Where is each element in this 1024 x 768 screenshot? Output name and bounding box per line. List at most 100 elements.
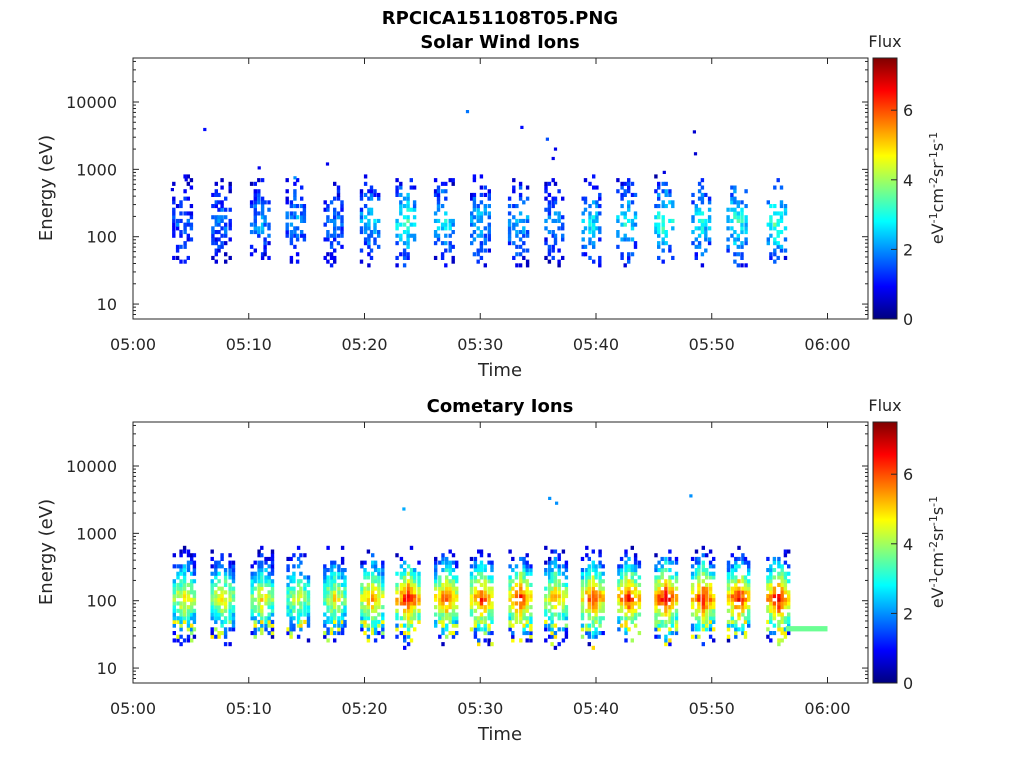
heatmap-cell bbox=[588, 226, 592, 231]
heatmap-cell bbox=[598, 575, 602, 580]
heatmap-cell bbox=[766, 586, 770, 591]
heatmap-cell bbox=[553, 645, 558, 650]
heatmap-cell bbox=[585, 586, 589, 591]
heatmap-cell bbox=[580, 605, 585, 610]
heatmap-cell bbox=[490, 619, 494, 624]
heatmap-cell bbox=[260, 255, 265, 260]
heatmap-cell bbox=[340, 556, 345, 561]
heatmap-cell bbox=[228, 560, 232, 565]
heatmap-cell bbox=[726, 575, 731, 580]
heatmap-cell bbox=[190, 601, 194, 606]
heatmap-cell bbox=[253, 575, 257, 580]
heatmap-cell bbox=[182, 579, 187, 584]
heatmap-cell bbox=[557, 612, 561, 617]
heatmap-cell bbox=[776, 244, 780, 249]
heatmap-cell bbox=[654, 608, 658, 613]
heatmap-cell bbox=[403, 571, 407, 576]
heatmap-cell bbox=[697, 616, 701, 621]
heatmap-cell bbox=[409, 233, 413, 238]
heatmap-cell bbox=[192, 627, 197, 632]
heatmap-cell bbox=[780, 586, 784, 591]
heatmap-cell bbox=[289, 237, 294, 242]
heatmap-cell bbox=[581, 211, 585, 216]
heatmap-cell bbox=[490, 616, 494, 621]
heatmap-cell bbox=[627, 594, 631, 599]
heatmap-cell bbox=[476, 252, 480, 257]
heatmap-cell bbox=[436, 207, 441, 212]
heatmap-cell bbox=[451, 178, 455, 183]
heatmap-cell bbox=[363, 222, 368, 227]
heatmap-cell bbox=[296, 634, 301, 639]
heatmap-cell bbox=[444, 248, 448, 253]
heatmap-cell bbox=[373, 605, 378, 610]
heatmap-cell bbox=[249, 222, 254, 227]
heatmap-cell bbox=[326, 605, 330, 610]
heatmap-cell bbox=[403, 645, 407, 650]
heatmap-cell bbox=[448, 594, 452, 599]
heatmap-cell bbox=[769, 590, 773, 595]
heatmap-cell bbox=[617, 571, 621, 576]
heatmap-cell bbox=[403, 560, 407, 565]
heatmap-cell bbox=[231, 571, 236, 576]
heatmap-cell bbox=[296, 623, 301, 628]
heatmap-cell bbox=[441, 631, 445, 636]
heatmap-cell bbox=[371, 579, 375, 584]
heatmap-cell bbox=[186, 568, 191, 573]
heatmap-cell bbox=[299, 619, 303, 624]
heatmap-cell bbox=[787, 601, 791, 606]
heatmap-cell bbox=[580, 608, 585, 613]
heatmap-cell bbox=[772, 631, 777, 636]
heatmap-cell bbox=[616, 178, 620, 183]
heatmap-cell bbox=[445, 575, 449, 580]
heatmap-cell bbox=[296, 556, 301, 561]
heatmap-cell bbox=[627, 616, 631, 621]
heatmap-cell bbox=[264, 594, 268, 599]
heatmap-cell bbox=[587, 582, 591, 587]
heatmap-cell bbox=[743, 631, 748, 636]
heatmap-cell bbox=[700, 185, 705, 190]
heatmap-cell bbox=[340, 590, 345, 595]
heatmap-cell bbox=[519, 586, 523, 591]
heatmap-cell bbox=[580, 579, 585, 584]
heatmap-cell bbox=[249, 181, 254, 186]
heatmap-cell bbox=[783, 586, 788, 591]
heatmap-cell bbox=[340, 575, 345, 580]
heatmap-cell bbox=[360, 586, 364, 591]
heatmap-cell bbox=[270, 634, 275, 639]
heatmap-cell bbox=[285, 178, 289, 183]
heatmap-cell bbox=[529, 590, 533, 595]
heatmap-cell bbox=[286, 568, 290, 573]
heatmap-cell bbox=[412, 222, 417, 227]
heatmap-cell bbox=[451, 259, 455, 264]
heatmap-cell bbox=[598, 631, 602, 636]
heatmap-cell bbox=[340, 226, 344, 231]
heatmap-cell bbox=[776, 233, 780, 238]
heatmap-cell bbox=[730, 185, 734, 190]
heatmap-cell bbox=[192, 553, 197, 558]
heatmap-cell bbox=[690, 575, 695, 580]
heatmap-cell bbox=[473, 601, 478, 606]
heatmap-cell bbox=[406, 230, 410, 235]
heatmap-cell bbox=[369, 233, 374, 238]
heatmap-cell bbox=[561, 215, 565, 220]
heatmap-cell bbox=[172, 222, 176, 227]
x-tick-label: 05:20 bbox=[341, 335, 387, 354]
heatmap-cell bbox=[367, 244, 371, 249]
heatmap-cell bbox=[412, 204, 417, 209]
heatmap-cell bbox=[286, 597, 290, 602]
heatmap-cell bbox=[369, 192, 374, 197]
heatmap-cell bbox=[253, 230, 257, 235]
heatmap-cell bbox=[598, 255, 602, 260]
heatmap-cell bbox=[769, 222, 773, 227]
heatmap-cell bbox=[469, 579, 474, 584]
heatmap-cell bbox=[359, 259, 364, 264]
heatmap-cell bbox=[333, 230, 337, 235]
heatmap-cell bbox=[705, 605, 709, 610]
heatmap-cell bbox=[587, 586, 591, 591]
heatmap-cell bbox=[700, 192, 705, 197]
heatmap-cell bbox=[228, 642, 232, 647]
heatmap-cell bbox=[210, 616, 214, 621]
heatmap-cell bbox=[529, 619, 533, 624]
heatmap-cell bbox=[444, 196, 448, 201]
heatmap-cell bbox=[340, 200, 344, 205]
